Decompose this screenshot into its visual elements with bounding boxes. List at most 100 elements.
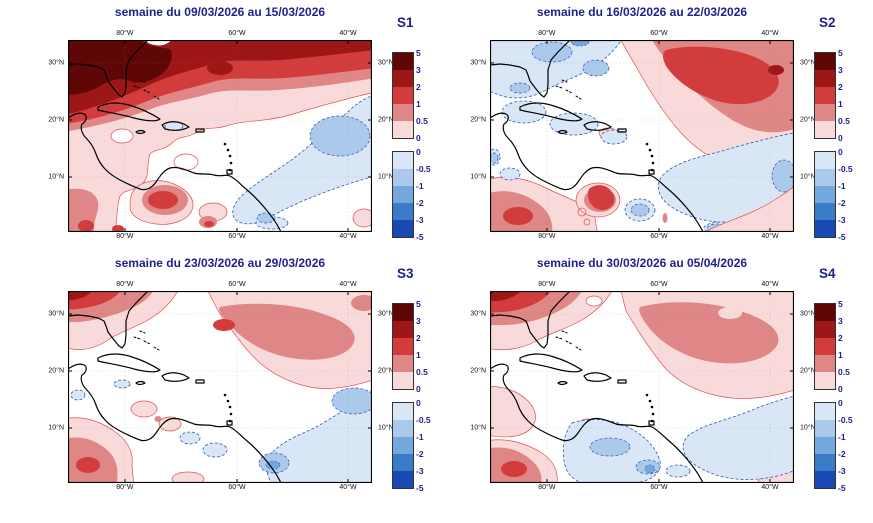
colorbar-cell	[815, 152, 835, 169]
colorbar: 5 3 2 1 0.5 0 0 -0.5 -1 -2 -3 -5	[814, 48, 855, 251]
colorbar-cell	[393, 321, 413, 338]
lon-tick-label: 60°W	[650, 30, 668, 37]
colorbar-tick-label: 0.5	[838, 116, 850, 126]
lon-tick-label: 60°W	[228, 233, 246, 240]
colorbar-tick-label: 0	[416, 133, 421, 143]
lat-tick-label: 20°N	[48, 116, 64, 124]
lat-tick-label: 10°N	[800, 424, 816, 432]
lon-axis-top: 80°W 60°W 40°W	[68, 30, 372, 40]
panel-id-label: S1	[397, 15, 414, 30]
map-area: 80°W 60°W 40°W 80°W 60°W 40°W 30°N 20°N 10°N 3…	[470, 30, 815, 240]
colorbar-tick-label: 2	[838, 82, 843, 92]
lon-tick-label: 60°W	[228, 484, 246, 491]
colorbar: 5 3 2 1 0.5 0 0 -0.5 -1 -2 -3 -5	[392, 48, 433, 251]
colorbar-positive: 5 3 2 1 0.5 0	[392, 48, 428, 143]
map-area: 80°W 60°W 40°W 80°W 60°W 40°W 30°N 20°N 10°N 3…	[48, 30, 393, 240]
colorbar-tick-label: 0	[416, 384, 421, 394]
lon-tick-label: 80°W	[538, 30, 556, 37]
lat-tick-label: 20°N	[800, 116, 816, 124]
lat-tick-label: 30°N	[800, 59, 816, 67]
colorbar-cell	[815, 437, 835, 454]
colorbar-tick-label: -5	[838, 483, 846, 493]
colorbar-tick-label: 1	[416, 99, 421, 109]
colorbar: 5 3 2 1 0.5 0 0 -0.5 -1 -2 -3 -5	[392, 299, 433, 502]
colorbar-cell	[393, 437, 413, 454]
colorbar-cell	[393, 471, 413, 488]
lat-tick-label: 10°N	[470, 173, 486, 181]
colorbar-cell	[815, 53, 835, 70]
colorbar-cell	[393, 203, 413, 220]
anomaly-map-s4	[490, 291, 794, 483]
lon-tick-label: 80°W	[116, 281, 134, 288]
colorbar-cell	[393, 372, 413, 389]
colorbar-tick-label: -5	[416, 232, 424, 242]
panel-id-label: S3	[397, 266, 414, 281]
lon-axis-top: 80°W 60°W 40°W	[68, 281, 372, 291]
lon-tick-label: 80°W	[116, 484, 134, 491]
colorbar-cell	[815, 87, 835, 104]
colorbar-positive: 5 3 2 1 0.5 0	[814, 299, 850, 394]
colorbar-tick-label: 0.5	[416, 367, 428, 377]
panel-s3: semaine du 23/03/2026 au 29/03/2026 S3 8…	[0, 251, 451, 512]
colorbar-tick-label: -0.5	[416, 164, 431, 174]
colorbar-tick-label: -3	[838, 215, 846, 225]
lat-tick-label: 20°N	[470, 367, 486, 375]
lon-tick-label: 40°W	[339, 281, 357, 288]
colorbar-cell	[815, 321, 835, 338]
colorbar-positive: 5 3 2 1 0.5 0	[392, 299, 428, 394]
colorbar-positive: 5 3 2 1 0.5 0	[814, 48, 850, 143]
colorbar-cell	[815, 104, 835, 121]
colorbar-tick-label: -5	[838, 232, 846, 242]
anomaly-map-s3	[68, 291, 372, 483]
colorbar-cell	[393, 121, 413, 138]
colorbar-cell	[393, 403, 413, 420]
panel-id-label: S4	[819, 266, 836, 281]
colorbar-cell	[815, 186, 835, 203]
lon-tick-label: 80°W	[116, 30, 134, 37]
lat-tick-label: 20°N	[378, 367, 394, 375]
colorbar-cell	[815, 372, 835, 389]
lon-tick-label: 40°W	[761, 281, 779, 288]
lat-tick-label: 10°N	[48, 424, 64, 432]
lat-axis-right: 30°N 20°N 10°N	[375, 40, 397, 232]
lon-axis-bottom: 80°W 60°W 40°W	[68, 233, 372, 243]
lon-tick-label: 40°W	[761, 30, 779, 37]
colorbar-cell	[815, 169, 835, 186]
colorbar-tick-label: 5	[416, 48, 421, 58]
colorbar-tick-label: 0.5	[416, 116, 428, 126]
colorbar-cell	[815, 471, 835, 488]
colorbar-tick-label: 1	[838, 99, 843, 109]
lon-axis-bottom: 80°W 60°W 40°W	[68, 484, 372, 494]
lon-axis-top: 80°W 60°W 40°W	[490, 281, 794, 291]
map-area: 80°W 60°W 40°W 80°W 60°W 40°W 30°N 20°N 10°N 3…	[48, 281, 393, 491]
colorbar-cell	[393, 104, 413, 121]
colorbar-cell	[393, 87, 413, 104]
lat-tick-label: 20°N	[470, 116, 486, 124]
colorbar-tick-label: -5	[416, 483, 424, 493]
colorbar: 5 3 2 1 0.5 0 0 -0.5 -1 -2 -3 -5	[814, 299, 855, 502]
lat-tick-label: 10°N	[378, 424, 394, 432]
lon-tick-label: 60°W	[650, 281, 668, 288]
lat-tick-label: 10°N	[800, 173, 816, 181]
colorbar-cell	[815, 121, 835, 138]
panel-s4: semaine du 30/03/2026 au 05/04/2026 S4 8…	[422, 251, 873, 512]
panel-title: semaine du 09/03/2026 au 15/03/2026	[114, 5, 326, 19]
colorbar-tick-label: 0	[838, 133, 843, 143]
lat-axis-left: 30°N 20°N 10°N	[44, 291, 66, 483]
panel-s1: semaine du 09/03/2026 au 15/03/2026 S1 8…	[0, 0, 451, 261]
anomaly-map-s1	[68, 40, 372, 232]
colorbar-cell	[815, 70, 835, 87]
lat-axis-left: 30°N 20°N 10°N	[466, 40, 488, 232]
colorbar-cell	[393, 420, 413, 437]
panel-s2: semaine du 16/03/2026 au 22/03/2026 S2 8…	[422, 0, 873, 261]
lon-tick-label: 40°W	[339, 233, 357, 240]
colorbar-tick-label: 0	[838, 384, 843, 394]
colorbar-tick-label: 5	[838, 48, 843, 58]
colorbar-cell	[393, 220, 413, 237]
colorbar-cell	[393, 70, 413, 87]
lat-tick-label: 30°N	[378, 59, 394, 67]
colorbar-tick-label: 3	[416, 316, 421, 326]
anomaly-map-s2	[490, 40, 794, 232]
lat-axis-right: 30°N 20°N 10°N	[797, 291, 819, 483]
colorbar-cell	[815, 220, 835, 237]
